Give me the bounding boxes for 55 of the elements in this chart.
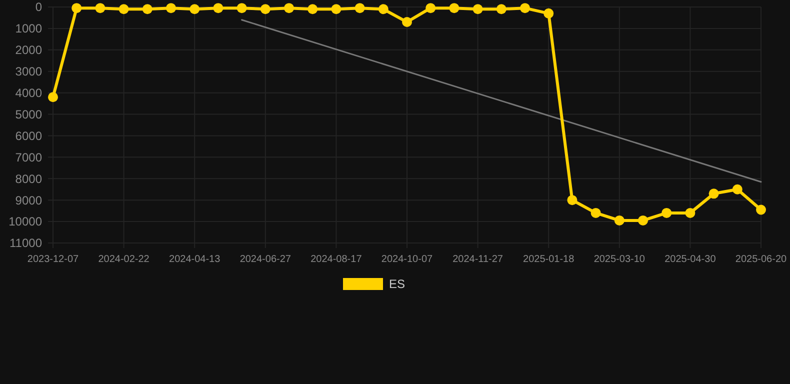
- point: [213, 3, 224, 14]
- point: [331, 4, 342, 14]
- point: [614, 215, 624, 226]
- x-tick-label: 2025-06-20: [735, 254, 788, 265]
- point: [260, 4, 270, 14]
- point: [190, 4, 200, 14]
- y-tick-label: 5000: [15, 107, 42, 122]
- point: [520, 3, 530, 14]
- point: [426, 3, 436, 14]
- y-tick-label: 0: [35, 0, 42, 14]
- y-tick-label: 10000: [8, 214, 42, 229]
- point: [72, 3, 82, 14]
- point: [590, 208, 601, 218]
- point: [638, 215, 648, 226]
- point: [378, 4, 388, 14]
- x-tick-label: 2024-11-27: [452, 254, 504, 265]
- x-tick-label: 2025-03-10: [594, 254, 646, 265]
- y-tick-label: 7000: [15, 150, 42, 164]
- point: [708, 188, 719, 199]
- y-tick-label: 1000: [15, 22, 42, 36]
- y-tick-label: 11000: [10, 236, 42, 250]
- x-tick-label: 2024-02-22: [98, 254, 150, 265]
- x-tick-label: 2024-04-13: [169, 254, 221, 265]
- y-tick-label: 2000: [15, 43, 42, 58]
- x-tick-label: 2025-04-30: [664, 254, 716, 265]
- point: [567, 195, 578, 206]
- point: [118, 4, 129, 14]
- point: [472, 4, 483, 14]
- point: [449, 3, 460, 14]
- y-tick-label: 6000: [15, 128, 42, 143]
- x-tick-label: 2023-12-07: [27, 254, 80, 265]
- x-tick-label: 2024-08-17: [310, 254, 362, 265]
- point: [308, 4, 318, 14]
- point: [756, 204, 766, 215]
- x-tick-label: 2024-06-27: [240, 254, 292, 265]
- point: [284, 3, 294, 14]
- point: [544, 8, 554, 18]
- point: [95, 3, 106, 14]
- point: [402, 17, 412, 28]
- legend-label: ES: [389, 277, 406, 292]
- point: [142, 4, 152, 14]
- point: [685, 208, 696, 218]
- point: [662, 208, 672, 218]
- x-tick-label: 2025-01-18: [523, 254, 575, 265]
- point: [354, 3, 365, 14]
- y-tick-label: 8000: [15, 172, 42, 186]
- x-tick-label: 2024-10-07: [381, 254, 434, 265]
- point: [236, 3, 247, 14]
- point: [166, 3, 176, 14]
- point: [48, 92, 58, 102]
- point: [496, 4, 506, 14]
- y-tick-label: 4000: [15, 86, 42, 100]
- y-tick-label: 9000: [15, 193, 42, 208]
- y-tick-label: 3000: [15, 64, 42, 79]
- point: [732, 184, 742, 194]
